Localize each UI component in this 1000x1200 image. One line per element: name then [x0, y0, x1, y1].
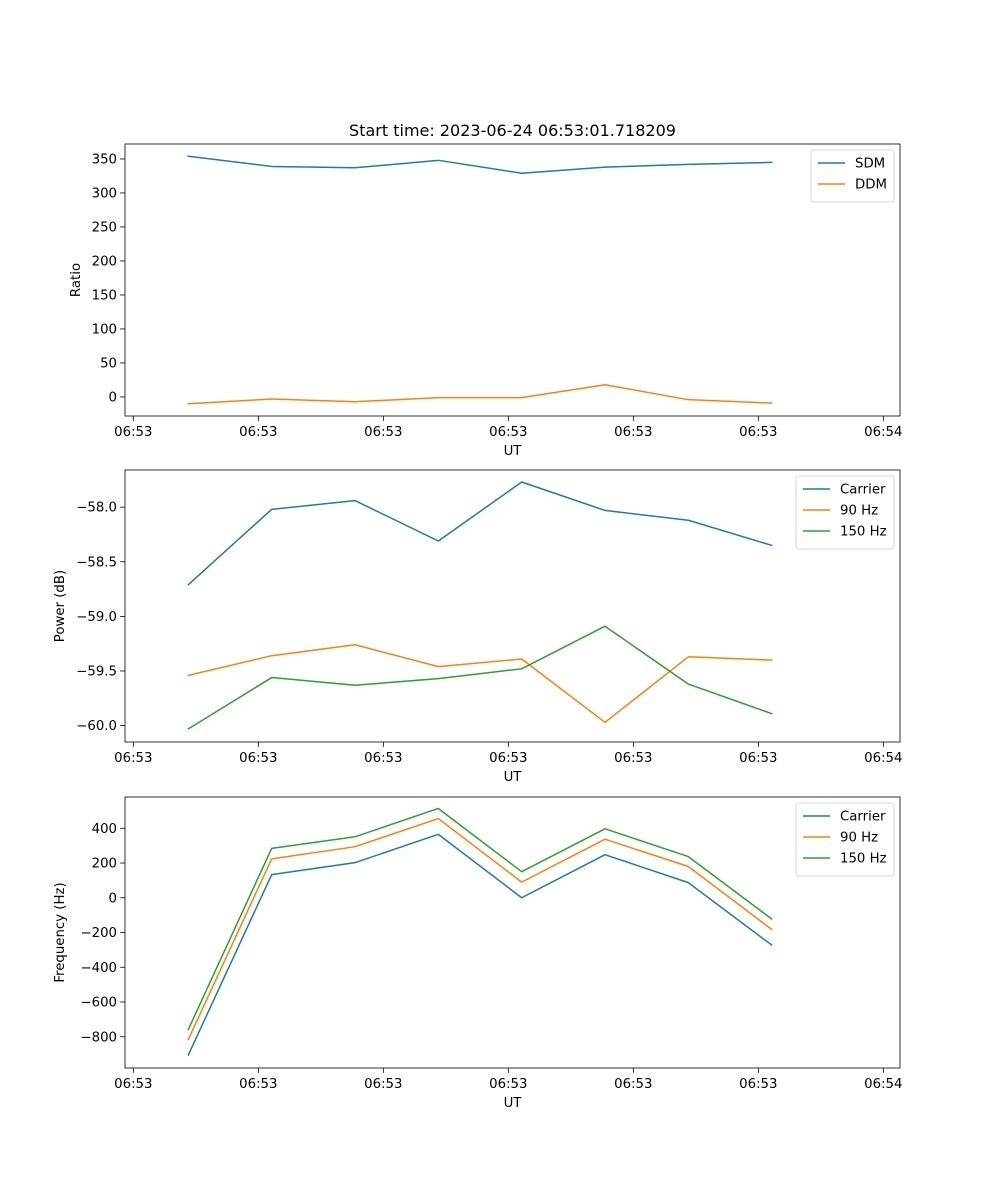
subplots: 06:53 06:53 06:53 06:53 06:53 06:53 06:54 0 50 10…: [53, 143, 902, 1111]
x-tick-label: 06:53: [614, 751, 652, 766]
axes-frame: [124, 143, 901, 417]
y-tick-label: 350: [92, 153, 117, 168]
x-tick-label: 06:54: [864, 1077, 902, 1092]
axes-frame: [124, 469, 901, 743]
x-tick-label: 06:53: [739, 751, 777, 766]
y-tick-label: −200: [80, 926, 117, 941]
subplot-2: 06:53 06:53 06:53 06:53 06:53 06:53 06:54 −60.0…: [53, 469, 902, 785]
legend: Carrier 90 Hz 150 Hz: [795, 475, 895, 550]
x-tick-label: 06:53: [739, 1077, 777, 1092]
x-tick-label: 06:54: [864, 425, 902, 440]
x-tick-label: 06:53: [364, 1077, 402, 1092]
x-tick-label: 06:53: [489, 1077, 527, 1092]
y-axis-label: Power (dB): [53, 570, 68, 642]
series-line-150-hz: [187, 807, 773, 1031]
x-tick-label: 06:53: [239, 751, 277, 766]
legend-label: 150 Hz: [840, 852, 887, 867]
x-axis-label: UT: [504, 1096, 523, 1111]
x-tick-label: 06:54: [864, 751, 902, 766]
subplot-3: 06:53 06:53 06:53 06:53 06:53 06:53 06:54 −800 −…: [53, 796, 902, 1111]
x-axis-label: UT: [504, 770, 523, 785]
x-axis-label: UT: [504, 444, 523, 459]
series-line-ddm: [187, 383, 773, 405]
y-tick-label: 300: [92, 187, 117, 202]
y-tick-label: 200: [92, 255, 117, 270]
y-tick-label: −58.0: [76, 501, 117, 516]
y-tick-label: 250: [92, 221, 117, 236]
x-tick-label: 06:53: [614, 425, 652, 440]
x-tick-label: 06:53: [614, 1077, 652, 1092]
series-line-150-hz: [187, 625, 773, 730]
y-tick-label: 100: [92, 323, 117, 338]
subplot-1: 06:53 06:53 06:53 06:53 06:53 06:53 06:54 0 50 10…: [69, 143, 902, 459]
y-axis-label: Frequency (Hz): [53, 882, 68, 982]
y-tick-label: −58.5: [76, 555, 117, 570]
y-tick-label: −59.5: [76, 665, 117, 680]
x-tick-label: 06:53: [114, 751, 152, 766]
x-tick-label: 06:53: [364, 751, 402, 766]
x-tick-label: 06:53: [239, 1077, 277, 1092]
x-tick-label: 06:53: [364, 425, 402, 440]
x-tick-label: 06:53: [489, 751, 527, 766]
legend-label: 90 Hz: [840, 504, 878, 519]
y-tick-label: −60.0: [76, 719, 117, 734]
y-tick-label: −59.0: [76, 610, 117, 625]
y-tick-label: 400: [92, 822, 117, 837]
y-tick-label: −800: [80, 1030, 117, 1045]
y-tick-label: 150: [92, 289, 117, 304]
x-tick-label: 06:53: [489, 425, 527, 440]
figure-title: Start time: 2023-06-24 06:53:01.718209: [349, 121, 676, 140]
legend-label: Carrier: [840, 483, 886, 498]
legend-label: 90 Hz: [840, 831, 878, 846]
series-line-carrier: [187, 833, 773, 1056]
legend-label: 150 Hz: [840, 525, 887, 540]
series-line-carrier: [187, 481, 773, 586]
y-tick-label: −600: [80, 996, 117, 1011]
y-tick-label: 50: [100, 357, 117, 372]
legend: Carrier 90 Hz 150 Hz: [795, 802, 895, 877]
legend: SDM DDM: [810, 149, 895, 203]
legend-label: DDM: [855, 178, 887, 193]
series-line-90-hz: [187, 644, 773, 724]
x-tick-label: 06:53: [739, 425, 777, 440]
legend-label: Carrier: [840, 810, 886, 825]
y-tick-label: −400: [80, 961, 117, 976]
x-tick-label: 06:53: [114, 1077, 152, 1092]
x-tick-label: 06:53: [239, 425, 277, 440]
series-line-sdm: [187, 155, 773, 174]
series-line-90-hz: [187, 817, 773, 1041]
x-tick-label: 06:53: [114, 425, 152, 440]
y-tick-label: 0: [109, 891, 117, 906]
legend-label: SDM: [855, 157, 885, 172]
y-axis-label: Ratio: [69, 263, 84, 297]
y-tick-label: 200: [92, 857, 117, 872]
y-tick-label: 0: [109, 391, 117, 406]
